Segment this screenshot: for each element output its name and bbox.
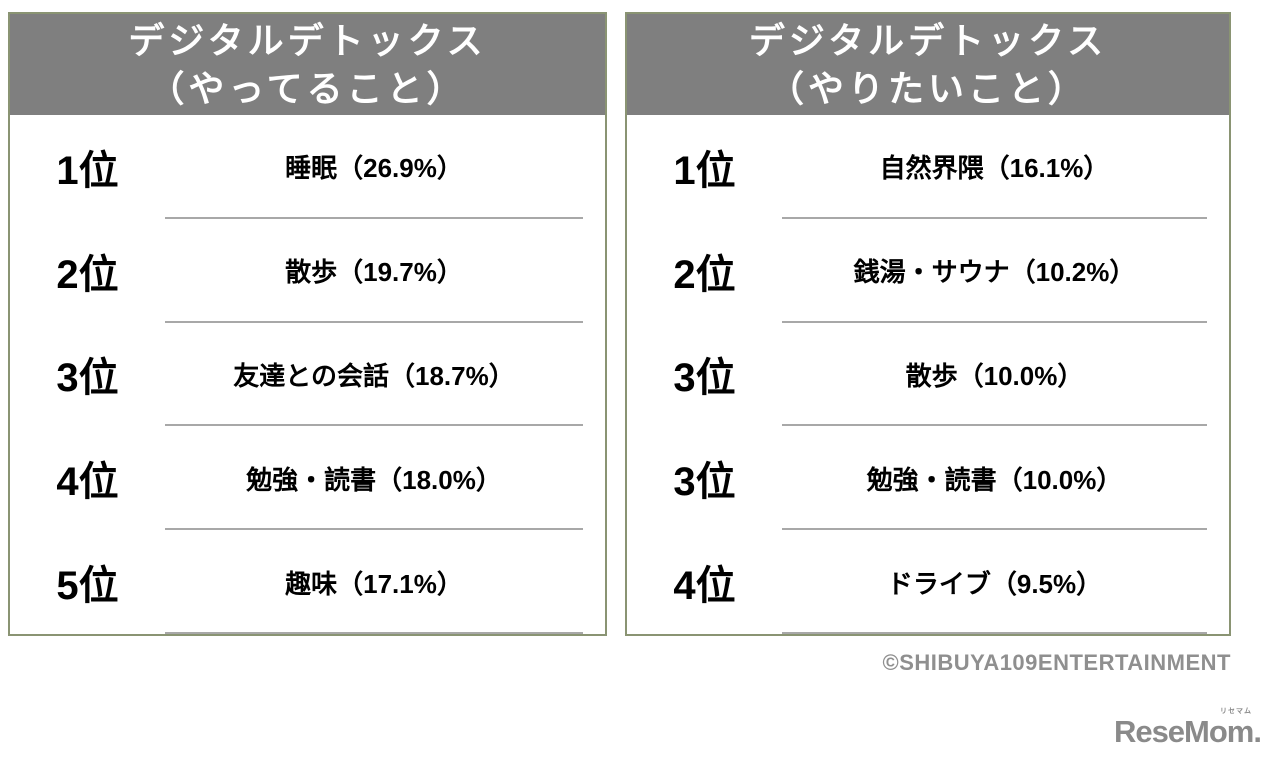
rank-label: 4位 [56, 460, 119, 505]
rank-label: 3位 [673, 460, 736, 505]
table-title-line1: デジタルデトックス [748, 19, 1108, 61]
table-title-line2: （やりたいこと） [767, 67, 1088, 109]
rank-label: 3位 [673, 356, 736, 401]
table-row: 1位 睡眠（26.9%） [10, 115, 605, 219]
item-label: 散歩（10.0%） [905, 360, 1084, 391]
table-row: 2位 散歩（19.7%） [10, 219, 605, 323]
table-rows-want: 1位 自然界隈（16.1%） 2位 銭湯・サウナ（10.2%） 3位 散歩（10… [627, 115, 1229, 634]
rank-label: 4位 [673, 564, 736, 609]
table-row: 1位 自然界隈（16.1%） [627, 115, 1229, 219]
item-label: ドライブ（9.5%） [886, 568, 1103, 599]
item-label: 勉強・読書（10.0%） [866, 464, 1123, 495]
rank-label: 1位 [56, 148, 119, 193]
ranking-table-want: デジタルデトックス （やりたいこと） 1位 自然界隈（16.1%） 2位 銭湯・… [625, 12, 1231, 636]
item-label: 散歩（19.7%） [285, 257, 463, 288]
resemom-logo-dot: . [1253, 714, 1262, 749]
item-label: 趣味（17.1%） [285, 568, 463, 599]
item-label: 友達との会話（18.7%） [233, 360, 515, 391]
table-header-want: デジタルデトックス （やりたいこと） [627, 14, 1229, 115]
table-row: 4位 ドライブ（9.5%） [627, 530, 1229, 634]
rank-label: 3位 [56, 356, 119, 401]
table-title-line2: （やってること） [148, 67, 467, 109]
copyright-text: ©SHIBUYA109ENTERTAINMENT [882, 650, 1231, 675]
table-row: 5位 趣味（17.1%） [10, 530, 605, 634]
table-rows-doing: 1位 睡眠（26.9%） 2位 散歩（19.7%） 3位 友達との会話（18.7… [10, 115, 605, 634]
rank-label: 5位 [56, 564, 119, 609]
rank-label: 2位 [673, 252, 736, 297]
table-title-line1: デジタルデトックス [128, 19, 487, 61]
table-row: 3位 勉強・読書（10.0%） [627, 426, 1229, 530]
resemom-logo-ruby: リセマム [1220, 708, 1252, 715]
rank-label: 2位 [56, 252, 119, 297]
item-label: 勉強・読書（18.0%） [246, 464, 502, 495]
ranking-table-doing: デジタルデトックス （やってること） 1位 睡眠（26.9%） 2位 散歩（19… [8, 12, 607, 636]
table-header-doing: デジタルデトックス （やってること） [10, 14, 605, 115]
item-label: 銭湯・サウナ（10.2%） [853, 257, 1136, 288]
table-row: 3位 散歩（10.0%） [627, 323, 1229, 427]
table-row: 4位 勉強・読書（18.0%） [10, 426, 605, 530]
item-label: 睡眠（26.9%） [285, 153, 463, 184]
table-row: 3位 友達との会話（18.7%） [10, 323, 605, 427]
rank-label: 1位 [673, 148, 736, 193]
resemom-logo: リセマム ReseMom. [1113, 708, 1262, 749]
table-row: 2位 銭湯・サウナ（10.2%） [627, 219, 1229, 323]
resemom-logo-text: ReseMom [1113, 714, 1254, 749]
item-label: 自然界隈（16.1%） [879, 153, 1110, 184]
